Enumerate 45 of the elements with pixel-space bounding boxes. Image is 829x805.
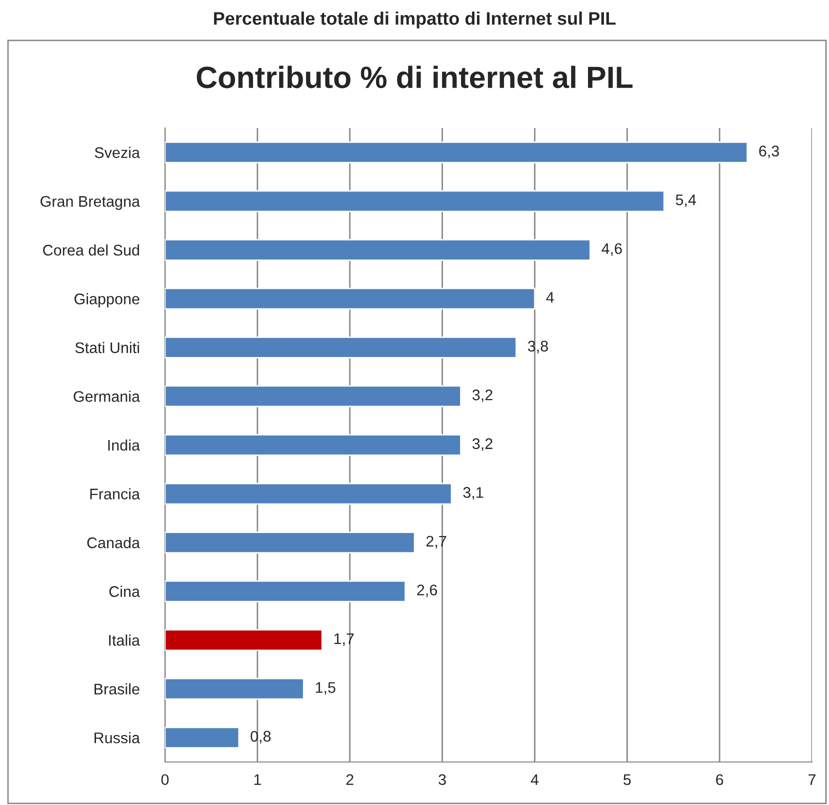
- x-tick-label: 4: [530, 774, 539, 785]
- bar: [165, 385, 462, 408]
- bar: [165, 190, 665, 212]
- data-label: 3,2: [472, 438, 492, 451]
- bar: [165, 532, 416, 554]
- x-tick-label: 7: [808, 774, 816, 785]
- y-tick-label: Stati Uniti: [75, 342, 139, 354]
- x-tick-label: 6: [716, 774, 724, 786]
- bar: [165, 580, 406, 602]
- y-tick-label: Corea del Sud: [43, 244, 140, 256]
- data-label: 4,6: [602, 243, 622, 256]
- y-tick-label: Brasile: [94, 683, 140, 695]
- y-tick-label: Russia: [94, 732, 140, 744]
- y-tick-label: Germania: [74, 390, 140, 402]
- data-label: 4: [546, 292, 554, 303]
- y-tick-label: Svezia: [94, 146, 140, 158]
- data-label: 3,2: [472, 390, 492, 402]
- bar: [165, 482, 452, 505]
- chart-title: Percentuale totale di impatto di Internet sul PIL: [214, 12, 616, 28]
- x-tick-label: 0: [161, 774, 169, 786]
- data-label: 3,1: [463, 487, 484, 500]
- bar: [165, 726, 240, 749]
- data-label: 2,6: [417, 584, 437, 598]
- data-label: 6,3: [759, 146, 779, 158]
- y-tick-label: Gran Bretagna: [40, 196, 140, 210]
- data-label: 5,4: [676, 194, 696, 208]
- x-tick-label: 1: [254, 774, 261, 785]
- bar: [165, 434, 462, 456]
- y-tick-label: Cina: [109, 586, 140, 597]
- bar: [165, 629, 323, 652]
- y-tick-label: Italia: [109, 634, 140, 646]
- x-tick-label: 5: [624, 774, 631, 786]
- x-tick-label: 3: [438, 774, 446, 786]
- y-tick-label: Francia: [90, 488, 140, 500]
- bar: [165, 288, 536, 310]
- bar: [165, 336, 517, 358]
- bar: [165, 678, 304, 700]
- y-tick-label: Giappone: [74, 293, 140, 308]
- bar: [165, 238, 591, 261]
- data-label: 1,5: [316, 682, 336, 695]
- y-tick-label: India: [108, 439, 140, 451]
- y-tick-label: Canada: [87, 537, 140, 548]
- bar: [165, 141, 748, 164]
- chart-subtitle: Contributo % di internet al PIL: [196, 66, 633, 88]
- x-tick-label: 2: [346, 774, 354, 785]
